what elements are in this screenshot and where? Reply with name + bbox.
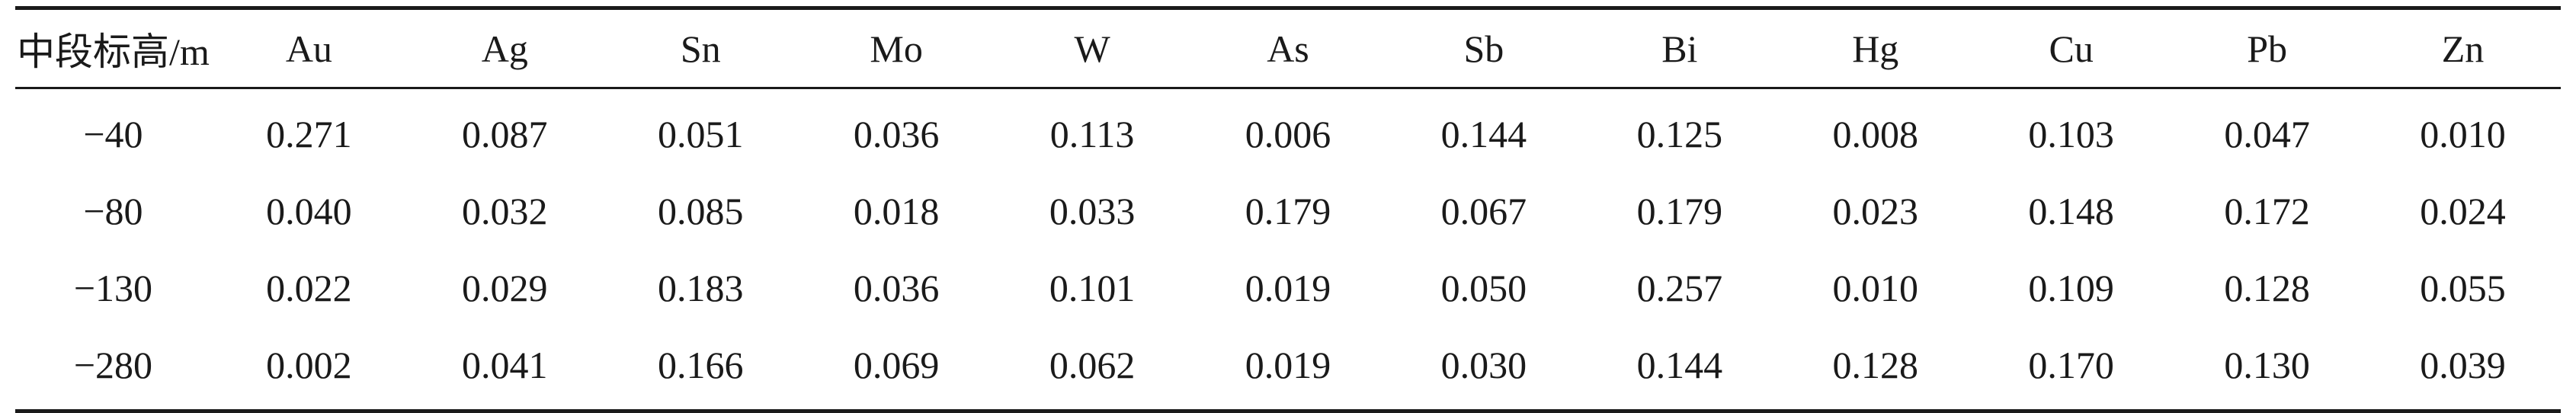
- table-cell: 0.019: [1245, 343, 1331, 386]
- header-mo: Mo: [870, 27, 923, 70]
- table-cell: 0.010: [2420, 112, 2506, 155]
- table-cell: 0.125: [1636, 112, 1723, 155]
- row-level-cell: −40: [83, 112, 143, 155]
- table-cell: 0.055: [2420, 266, 2506, 309]
- table-row: −280 0.002 0.041 0.166 0.069 0.062 0.019…: [15, 326, 2561, 411]
- header-hg: Hg: [1852, 27, 1899, 70]
- table-cell: 0.036: [853, 112, 940, 155]
- table-cell: 0.051: [657, 112, 744, 155]
- table-cell: 0.166: [657, 343, 744, 386]
- table-cell: 0.144: [1440, 112, 1527, 155]
- table-row: −130 0.022 0.029 0.183 0.036 0.101 0.019…: [15, 249, 2561, 326]
- header-w: W: [1074, 27, 1110, 70]
- table-cell: 0.030: [1440, 343, 1527, 386]
- table-cell: 0.128: [1832, 343, 1919, 386]
- table-row: −80 0.040 0.032 0.085 0.018 0.033 0.179 …: [15, 172, 2561, 249]
- table-cell: 0.271: [266, 112, 352, 155]
- table-cell: 0.032: [462, 189, 548, 232]
- header-pb: Pb: [2247, 27, 2287, 70]
- table-cell: 0.002: [266, 343, 352, 386]
- table-cell: 0.029: [462, 266, 548, 309]
- header-as: As: [1267, 27, 1309, 70]
- header-level: 中段标高/m: [17, 30, 210, 73]
- table-cell: 0.024: [2420, 189, 2506, 232]
- header-bi: Bi: [1661, 27, 1698, 70]
- table-cell: 0.018: [853, 189, 940, 232]
- table-cell: 0.170: [2028, 343, 2114, 386]
- header-ag: Ag: [481, 27, 528, 70]
- table-cell: 0.022: [266, 266, 352, 309]
- table-cell: 0.008: [1832, 112, 1919, 155]
- table-cell: 0.019: [1245, 266, 1331, 309]
- table-cell: 0.183: [657, 266, 744, 309]
- table-cell: 0.172: [2224, 189, 2310, 232]
- table-cell: 0.179: [1636, 189, 1723, 232]
- header-sb: Sb: [1463, 27, 1504, 70]
- table-cell: 0.101: [1049, 266, 1136, 309]
- table-cell: 0.067: [1440, 189, 1527, 232]
- header-au: Au: [285, 27, 332, 70]
- table-cell: 0.033: [1049, 189, 1136, 232]
- table-cell: 0.128: [2224, 266, 2310, 309]
- table-cell: 0.085: [657, 189, 744, 232]
- table-cell: 0.036: [853, 266, 940, 309]
- header-sn: Sn: [680, 27, 721, 70]
- table-cell: 0.113: [1049, 112, 1135, 155]
- element-ratio-table: 中段标高/m Au Ag Sn Mo W As Sb Bi Hg Cu Pb Z…: [15, 6, 2561, 413]
- table-cell: 0.039: [2420, 343, 2506, 386]
- table-cell: 0.257: [1636, 266, 1723, 309]
- table-cell: 0.006: [1245, 112, 1331, 155]
- header-zn: Zn: [2441, 27, 2485, 70]
- table-cell: 0.023: [1832, 189, 1919, 232]
- table-cell: 0.144: [1636, 343, 1723, 386]
- table-cell: 0.050: [1440, 266, 1527, 309]
- table-cell: 0.103: [2028, 112, 2114, 155]
- row-level-cell: −280: [73, 343, 153, 386]
- table-cell: 0.069: [853, 343, 940, 386]
- data-table-container: 中段标高/m Au Ag Sn Mo W As Sb Bi Hg Cu Pb Z…: [15, 6, 2561, 413]
- table-cell: 0.062: [1049, 343, 1136, 386]
- table-cell: 0.047: [2224, 112, 2310, 155]
- table-cell: 0.130: [2224, 343, 2310, 386]
- row-level-cell: −80: [83, 189, 143, 232]
- table-cell: 0.087: [462, 112, 548, 155]
- table-body: −40 0.271 0.087 0.051 0.036 0.113 0.006 …: [15, 88, 2561, 411]
- table-cell: 0.109: [2028, 266, 2114, 309]
- table-header: 中段标高/m Au Ag Sn Mo W As Sb Bi Hg Cu Pb Z…: [15, 8, 2561, 88]
- table-cell: 0.010: [1832, 266, 1919, 309]
- table-row: −40 0.271 0.087 0.051 0.036 0.113 0.006 …: [15, 88, 2561, 173]
- table-cell: 0.148: [2028, 189, 2114, 232]
- header-row: 中段标高/m Au Ag Sn Mo W As Sb Bi Hg Cu Pb Z…: [15, 8, 2561, 88]
- table-cell: 0.040: [266, 189, 352, 232]
- table-cell: 0.179: [1245, 189, 1331, 232]
- row-level-cell: −130: [73, 266, 153, 309]
- table-cell: 0.041: [462, 343, 548, 386]
- header-cu: Cu: [2049, 27, 2094, 70]
